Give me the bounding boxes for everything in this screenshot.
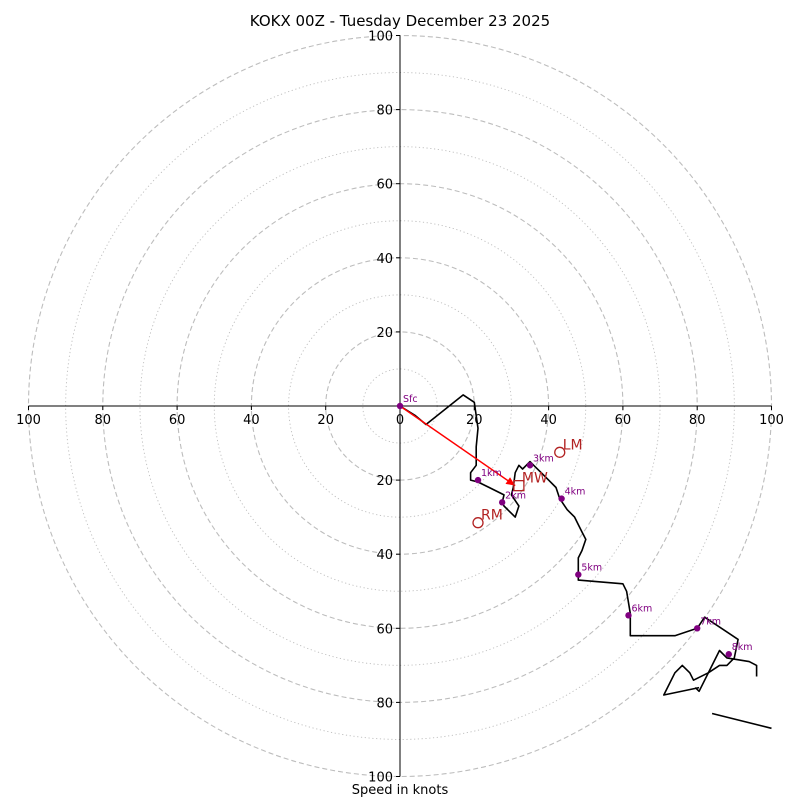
height-label: 6km <box>631 603 652 614</box>
y-tick-label: 20 <box>376 474 393 489</box>
y-tick-label: 80 <box>376 696 393 711</box>
hodograph-line-tail <box>711 712 772 730</box>
height-label: 4km <box>565 487 586 498</box>
x-tick-label: 40 <box>243 413 260 428</box>
storm-motions: LM MW RM <box>472 437 583 529</box>
y-tick-label: 100 <box>368 30 393 45</box>
storm-motion-label: RM <box>481 508 503 524</box>
y-tick-label: 100 <box>368 771 393 786</box>
y-tick-label: 80 <box>376 104 393 119</box>
storm-motion-label: MW <box>522 471 548 487</box>
height-marker <box>725 651 732 658</box>
x-tick-label: 60 <box>169 413 186 428</box>
y-tick-label: 60 <box>376 622 393 637</box>
x-tick-label: 100 <box>16 413 41 428</box>
height-marker <box>625 612 632 619</box>
height-label: 7km <box>700 616 721 627</box>
x-tick-label: 0 <box>396 413 404 428</box>
y-tick-label: 40 <box>376 252 393 267</box>
height-label: 8km <box>732 642 753 653</box>
height-marker <box>526 462 534 469</box>
tick-labels: 100 80 60 40 20 0 20 40 60 80 100 100 80 60 40 20 20 40 60… <box>16 30 784 786</box>
x-axis-label: Speed in knots <box>351 783 449 798</box>
y-tick-label: 40 <box>376 548 393 563</box>
x-tick-label: 80 <box>95 413 112 428</box>
hodograph-line-upper <box>694 649 758 693</box>
height-marker <box>474 476 482 484</box>
storm-motion-label: LM <box>563 437 583 453</box>
height-label: 3km <box>533 453 554 464</box>
storm-motion-marker <box>472 517 484 529</box>
y-tick-label: 20 <box>376 326 393 341</box>
height-label: 1km <box>481 468 502 479</box>
x-tick-label: 20 <box>466 413 483 428</box>
chart-title: KOKX 00Z - Tuesday December 23 2025 <box>249 12 551 30</box>
height-marker <box>396 402 404 410</box>
storm-motion-marker <box>554 446 566 458</box>
shear-vector <box>399 405 516 487</box>
storm-motion-marker <box>513 480 525 492</box>
shear-vector-line <box>399 405 516 487</box>
height-label: 5km <box>581 563 602 574</box>
height-marker <box>575 571 582 578</box>
height-label: 2km <box>505 490 526 501</box>
height-marker <box>694 625 701 632</box>
x-tick-label: 80 <box>689 413 706 428</box>
height-marker <box>498 499 506 506</box>
x-tick-label: 40 <box>540 413 557 428</box>
x-tick-label: 20 <box>317 413 334 428</box>
shear-arrowhead <box>505 477 516 486</box>
y-tick-label: 60 <box>376 178 393 193</box>
height-marker <box>558 495 565 502</box>
x-tick-label: 100 <box>759 413 784 428</box>
x-tick-label: 60 <box>615 413 632 428</box>
height-label: Sfc <box>403 394 418 405</box>
